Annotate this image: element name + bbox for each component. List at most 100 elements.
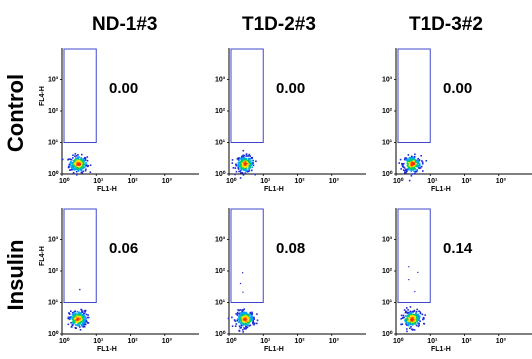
scatter-point — [231, 325, 234, 327]
scatter-point — [242, 167, 244, 170]
scatter-point — [252, 164, 255, 167]
scatter-point — [74, 326, 77, 329]
scatter-point — [410, 323, 412, 326]
scatter-point — [77, 163, 79, 165]
scatter-point — [80, 166, 83, 169]
scatter-point — [416, 164, 418, 167]
y-tick-label: 10² — [215, 108, 226, 115]
scatter-point — [240, 317, 242, 320]
x-tick-label: 10² — [462, 338, 473, 345]
scatter-point — [70, 158, 73, 161]
scatter-point — [417, 316, 420, 319]
scatter-point — [245, 159, 247, 161]
scatter-point — [71, 312, 74, 314]
scatter-point — [242, 312, 244, 315]
scatter-point — [72, 319, 75, 321]
scatter-point — [414, 153, 416, 156]
scatter-point — [248, 167, 251, 170]
scatter-point — [69, 161, 72, 164]
scatter-point — [67, 323, 70, 326]
scatter-point — [406, 318, 409, 321]
scatter-point — [407, 168, 410, 171]
scatter-point — [68, 166, 70, 168]
scatter-point — [248, 325, 250, 327]
scatter-point — [239, 157, 241, 160]
scatter-point — [412, 166, 414, 168]
scatter-point — [72, 160, 75, 162]
scatter-point — [242, 149, 245, 152]
scatter-point — [238, 159, 240, 162]
scatter-point — [410, 326, 412, 328]
scatter-point — [416, 319, 419, 321]
scatter-point — [408, 279, 410, 281]
scatter-point — [83, 324, 85, 326]
scatter-point — [235, 170, 238, 173]
scatter-point — [241, 322, 243, 325]
scatter-point — [240, 161, 243, 163]
scatter-point — [83, 317, 85, 319]
scatter-point — [80, 324, 83, 327]
scatter-point — [237, 321, 240, 323]
scatter-point — [235, 163, 237, 166]
scatter-point — [76, 319, 78, 321]
scatter-point — [421, 313, 424, 316]
scatter-point — [84, 310, 87, 313]
scatter-point — [242, 318, 245, 320]
scatter-point — [409, 306, 412, 308]
y-tick-label: 10¹ — [382, 140, 393, 147]
scatter-point — [246, 319, 249, 322]
scatter-point — [80, 159, 83, 161]
scatter-point — [72, 323, 75, 325]
x-tick-label: 10³ — [162, 338, 173, 345]
scatter-point — [241, 172, 244, 174]
scatter-point — [76, 158, 79, 160]
y-tick-label: 10⁰ — [215, 330, 226, 338]
scatter-point — [251, 157, 253, 160]
scatter-point — [242, 321, 245, 323]
scatter-point — [80, 169, 83, 172]
scatter-point — [71, 162, 73, 164]
scatter-point — [249, 166, 252, 169]
scatter-point — [243, 315, 246, 318]
scatter-point — [411, 313, 413, 316]
scatter-point — [86, 156, 89, 158]
scatter-point — [410, 170, 413, 172]
scatter-point — [80, 161, 82, 163]
scatter-point — [237, 315, 240, 318]
scatter-point — [82, 322, 84, 325]
scatter-point — [245, 311, 248, 314]
scatter-point — [421, 160, 423, 162]
scatter-point — [80, 316, 82, 318]
scatter-point — [251, 315, 253, 318]
scatter-point — [417, 271, 419, 273]
scatter-point — [74, 318, 76, 320]
scatter-point — [74, 315, 77, 317]
x-tick-label: 10³ — [162, 178, 173, 185]
y-tick-label: 10³ — [48, 77, 59, 84]
scatter-point — [252, 321, 254, 324]
scatter-point — [245, 155, 248, 157]
scatter-point — [403, 166, 405, 168]
scatter-point — [237, 164, 239, 166]
scatter-point — [243, 158, 245, 161]
scatter-point — [253, 323, 255, 326]
scatter-point — [68, 158, 70, 160]
scatter-point — [242, 272, 244, 274]
scatter-point — [84, 323, 87, 326]
scatter-point — [413, 317, 416, 319]
scatter-point — [75, 321, 78, 324]
scatter-point — [73, 321, 76, 324]
scatter-point — [81, 309, 83, 312]
scatter-point — [81, 158, 83, 160]
scatter-point — [412, 310, 414, 313]
scatter-point — [410, 163, 412, 165]
scatter-point — [240, 165, 242, 168]
scatter-point — [412, 156, 414, 159]
scatter-point — [240, 312, 242, 314]
scatter-point — [419, 320, 421, 322]
scatter-point — [71, 322, 74, 324]
y-tick-label: 10³ — [382, 77, 393, 84]
scatter-point — [400, 168, 402, 170]
scatter-point — [245, 325, 247, 328]
plot-panel: 0.14 10⁰ 10¹ 10² 10³ 10⁰ 10¹ 10² 10³ FL1-H — [382, 208, 532, 353]
